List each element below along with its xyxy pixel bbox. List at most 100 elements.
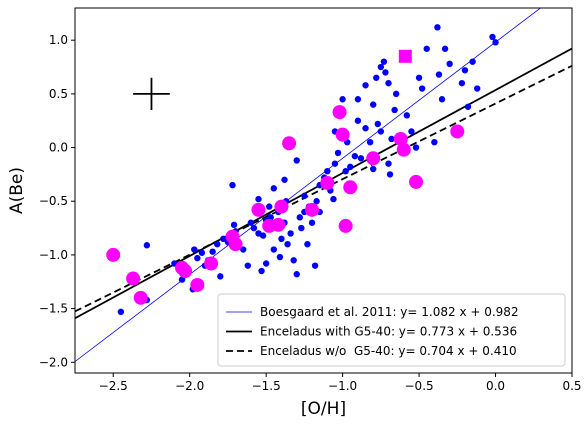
enceladus-point <box>274 199 289 214</box>
data-point <box>418 85 426 92</box>
data-point <box>464 103 472 110</box>
data-point <box>278 235 285 243</box>
data-point <box>270 246 277 253</box>
data-point <box>441 45 449 52</box>
data-point <box>392 90 400 98</box>
enceladus-point <box>228 237 243 252</box>
data-point <box>244 262 252 269</box>
data-point <box>339 96 346 103</box>
data-point <box>347 163 354 171</box>
data-point <box>290 257 297 264</box>
enceladus-point <box>366 151 381 166</box>
data-point <box>377 128 385 135</box>
data-point <box>354 96 362 103</box>
enceladus-point <box>335 127 350 142</box>
legend-label-2: Enceladus w/o G5-40: y= 0.704 x + 0.410 <box>260 344 517 358</box>
data-point <box>351 152 359 160</box>
data-point <box>492 39 499 46</box>
data-point <box>388 135 395 143</box>
y-tick-label: 0.0 <box>49 141 68 155</box>
enceladus-point <box>396 142 411 157</box>
data-point <box>143 242 151 249</box>
data-point <box>386 171 394 178</box>
enceladus-point <box>106 247 121 262</box>
enceladus-point <box>338 218 353 233</box>
data-point <box>117 308 125 316</box>
data-point <box>198 249 206 256</box>
data-point <box>301 192 308 200</box>
enceladus-point <box>133 290 148 305</box>
data-point <box>293 157 300 164</box>
legend-box <box>217 293 566 367</box>
data-point <box>247 219 255 226</box>
data-point <box>293 271 300 278</box>
enceladus-point <box>190 277 205 292</box>
data-point <box>385 79 392 87</box>
legend: Boesgaard et al. 2011: y= 1.082 x + 0.98… <box>217 293 566 367</box>
enceladus-point <box>251 202 266 217</box>
data-point <box>308 219 316 226</box>
data-point <box>469 58 476 65</box>
data-point <box>458 79 466 87</box>
data-point <box>266 203 273 210</box>
data-point <box>311 262 319 269</box>
data-point <box>262 260 270 267</box>
enceladus-point <box>343 180 358 195</box>
data-point <box>354 117 362 124</box>
enceladus-point <box>271 217 286 232</box>
data-point <box>403 112 411 119</box>
y-tick-label: 1.0 <box>49 33 68 47</box>
fit-line-0 <box>75 8 542 362</box>
data-point <box>391 106 398 114</box>
enceladus-point <box>305 202 320 217</box>
data-point <box>258 267 265 275</box>
data-point <box>214 240 221 248</box>
data-point <box>370 101 377 108</box>
data-point <box>415 74 423 81</box>
data-point <box>408 128 415 135</box>
data-point <box>191 246 198 253</box>
y-axis: −2.0 −1.5 −1.0 −0.5 0.0 0.5 1.0 <box>39 33 75 369</box>
data-point <box>382 69 389 76</box>
data-point <box>385 160 392 167</box>
data-point <box>373 74 380 81</box>
data-point <box>250 224 258 232</box>
data-point <box>362 125 369 132</box>
enceladus-point <box>320 175 335 190</box>
data-point <box>431 138 438 146</box>
data-point <box>194 254 201 262</box>
x-tick-label: −2.0 <box>175 379 204 393</box>
data-point <box>370 165 377 173</box>
x-tick-label: 0.0 <box>486 379 505 393</box>
data-point <box>259 232 267 239</box>
x-tick-label: 0.5 <box>562 379 581 393</box>
enceladus-point <box>450 124 465 139</box>
data-point <box>342 167 349 175</box>
enceladus-point <box>204 256 219 271</box>
data-point <box>374 120 381 128</box>
data-point <box>489 33 496 41</box>
data-point <box>473 85 481 92</box>
data-point <box>287 230 294 237</box>
data-point <box>255 195 262 203</box>
enceladus-point <box>178 264 193 279</box>
data-point <box>209 248 216 255</box>
data-point <box>270 185 277 192</box>
plot-frame <box>74 7 573 374</box>
data-point <box>334 149 342 157</box>
data-point <box>362 82 369 89</box>
data-point <box>438 96 446 103</box>
square-point <box>398 49 412 63</box>
data-point <box>240 246 247 253</box>
x-tick-label: −2.5 <box>99 379 128 393</box>
data-point <box>276 253 284 261</box>
data-point <box>229 181 236 189</box>
y-tick-label: −0.5 <box>39 194 68 208</box>
data-point <box>220 235 227 243</box>
enceladus-point <box>126 271 141 286</box>
data-point <box>284 240 291 248</box>
x-tick-label: −1.5 <box>252 379 281 393</box>
enceladus-point <box>282 136 297 151</box>
y-tick-label: −1.0 <box>39 248 68 262</box>
data-point <box>304 240 311 248</box>
